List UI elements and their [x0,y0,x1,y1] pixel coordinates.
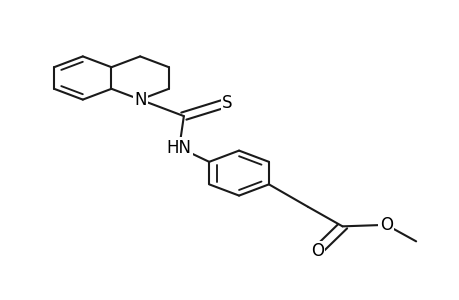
Text: HN: HN [167,139,191,157]
Text: N: N [134,91,146,109]
Text: O: O [379,216,392,234]
Text: S: S [222,94,232,112]
Text: O: O [310,242,323,260]
